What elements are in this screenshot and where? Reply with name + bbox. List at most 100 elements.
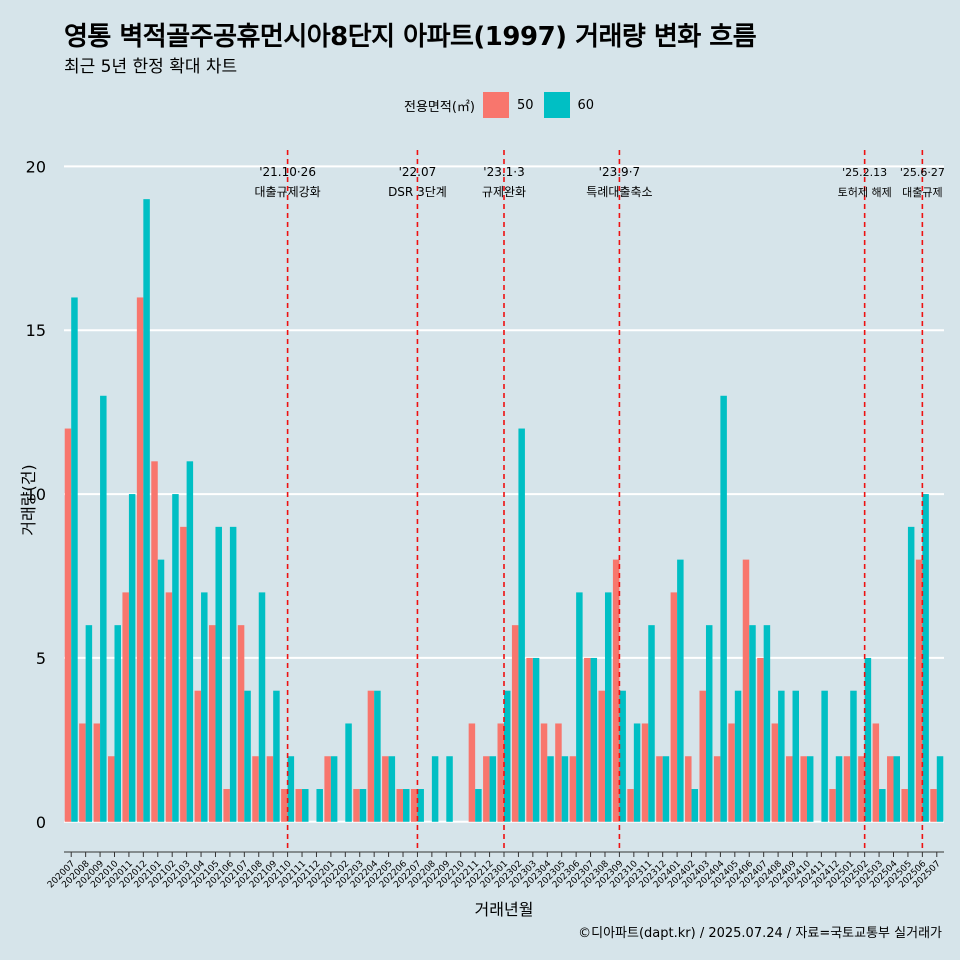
bar-50-202109 bbox=[266, 756, 274, 822]
bar-50-202206 bbox=[396, 789, 404, 822]
bar-60-202411 bbox=[821, 690, 828, 822]
bar-50-202412 bbox=[829, 789, 836, 822]
bar-60-202103 bbox=[186, 461, 194, 822]
annotation-label: 토허제 해제 bbox=[838, 185, 892, 199]
bar-60-202101 bbox=[157, 559, 165, 822]
bar-50-202203 bbox=[353, 789, 360, 822]
bar-60-202404 bbox=[720, 395, 727, 822]
source-caption: ©디아파트(dapt.kr) / 2025.07.24 / 자료=국토교통부 실… bbox=[578, 926, 942, 941]
bar-50-202105 bbox=[208, 625, 216, 822]
bar-50-202102 bbox=[165, 592, 173, 822]
bar-60-202102 bbox=[172, 494, 179, 822]
bar-60-202410 bbox=[806, 756, 814, 822]
legend-label-60: 60 bbox=[577, 97, 595, 113]
bar-60-202501 bbox=[850, 690, 857, 822]
bar-60-202306 bbox=[576, 592, 583, 822]
bar-50-202407 bbox=[757, 657, 764, 822]
annotation-date: '25.6·27 bbox=[900, 166, 945, 179]
bar-60-202503 bbox=[879, 789, 886, 822]
bar-60-202109 bbox=[273, 690, 280, 822]
bar-50-202107 bbox=[237, 625, 245, 822]
bar-60-202107 bbox=[244, 690, 251, 822]
x-axis-title: 거래년월 bbox=[475, 900, 534, 919]
chart-subtitle: 최근 5년 한정 확대 차트 bbox=[64, 57, 238, 77]
bar-60-202209 bbox=[446, 756, 453, 822]
annotation-label: 대출규제 bbox=[902, 186, 942, 199]
bar-50-202212 bbox=[483, 756, 490, 822]
bar-50-202312 bbox=[656, 756, 663, 822]
legend-label-50: 50 bbox=[516, 97, 534, 113]
bar-50-202507 bbox=[930, 789, 937, 822]
bar-50-202106 bbox=[223, 789, 230, 822]
annotation-date: '23.9·7 bbox=[599, 165, 640, 179]
bar-60-202507 bbox=[936, 756, 944, 822]
bar-60-202207 bbox=[417, 789, 424, 822]
y-tick-label: 20 bbox=[26, 157, 46, 176]
bar-50-202307 bbox=[584, 657, 591, 822]
bar-50-202506 bbox=[915, 559, 923, 822]
bar-60-202208 bbox=[431, 756, 439, 822]
bar-60-202307 bbox=[590, 657, 598, 822]
bar-50-202306 bbox=[569, 756, 577, 822]
bar-60-202202 bbox=[345, 723, 352, 822]
bar-50-202010 bbox=[108, 756, 115, 822]
bar-60-202412 bbox=[835, 756, 843, 822]
bar-60-202111 bbox=[302, 789, 309, 822]
bar-60-202203 bbox=[359, 789, 367, 822]
annotation-date: '23.1·3 bbox=[483, 165, 524, 179]
bar-60-202105 bbox=[215, 526, 222, 822]
annotation-date: '25.2.13 bbox=[842, 166, 887, 179]
bar-50-202201 bbox=[324, 756, 331, 822]
bar-50-202401 bbox=[670, 592, 678, 822]
bar-50-202502 bbox=[858, 756, 865, 822]
bar-60-202010 bbox=[114, 625, 121, 822]
annotation-label: 대출규제강화 bbox=[254, 185, 320, 199]
legend-swatch-60 bbox=[543, 92, 570, 118]
chart-title: 영통 벽적골주공휴먼시아8단지 아파트(1997) 거래량 변화 흐름 bbox=[64, 22, 757, 52]
bar-60-202007 bbox=[71, 297, 78, 822]
bar-60-202308 bbox=[604, 592, 612, 822]
bar-50-202504 bbox=[887, 756, 894, 822]
bar-60-202012 bbox=[143, 199, 150, 822]
bar-50-202205 bbox=[382, 756, 389, 822]
bar-50-202302 bbox=[511, 625, 519, 822]
y-tick-label: 15 bbox=[26, 321, 46, 340]
bar-60-202408 bbox=[778, 690, 785, 822]
bar-60-202011 bbox=[128, 494, 136, 822]
bar-50-202008 bbox=[79, 723, 86, 822]
bar-50-202110 bbox=[281, 789, 288, 822]
bar-60-202504 bbox=[893, 756, 900, 822]
bar-60-202310 bbox=[633, 723, 641, 822]
bar-50-202207 bbox=[410, 789, 418, 822]
bar-60-202204 bbox=[374, 690, 381, 822]
y-tick-label: 0 bbox=[36, 813, 46, 832]
bar-60-202506 bbox=[922, 494, 929, 822]
bar-60-202205 bbox=[388, 756, 396, 822]
bar-50-202009 bbox=[93, 723, 101, 822]
bar-60-202212 bbox=[489, 756, 497, 822]
bar-50-202311 bbox=[641, 723, 649, 822]
bar-60-202108 bbox=[258, 592, 266, 822]
bar-50-202007 bbox=[64, 428, 72, 822]
bar-50-202111 bbox=[295, 789, 303, 822]
bar-50-202505 bbox=[901, 789, 908, 822]
bar-60-202403 bbox=[705, 625, 713, 822]
bar-60-202008 bbox=[85, 625, 93, 822]
annotation-date: '21.10·26 bbox=[259, 165, 316, 179]
bar-60-202405 bbox=[734, 690, 742, 822]
bar-50-202503 bbox=[872, 723, 880, 822]
annotation-label: 규제완화 bbox=[482, 185, 526, 199]
bar-60-202401 bbox=[677, 559, 684, 822]
bar-50-202410 bbox=[800, 756, 807, 822]
legend-title: 전용면적(㎡) bbox=[404, 99, 475, 115]
bar-60-202201 bbox=[330, 756, 338, 822]
bar-50-202108 bbox=[252, 756, 259, 822]
bar-50-202501 bbox=[843, 756, 851, 822]
bar-60-202303 bbox=[532, 657, 540, 822]
bar-60-202110 bbox=[287, 756, 295, 822]
bar-50-202101 bbox=[151, 461, 158, 822]
bar-60-202312 bbox=[662, 756, 670, 822]
bar-50-202308 bbox=[598, 690, 605, 822]
bar-50-202402 bbox=[685, 756, 692, 822]
